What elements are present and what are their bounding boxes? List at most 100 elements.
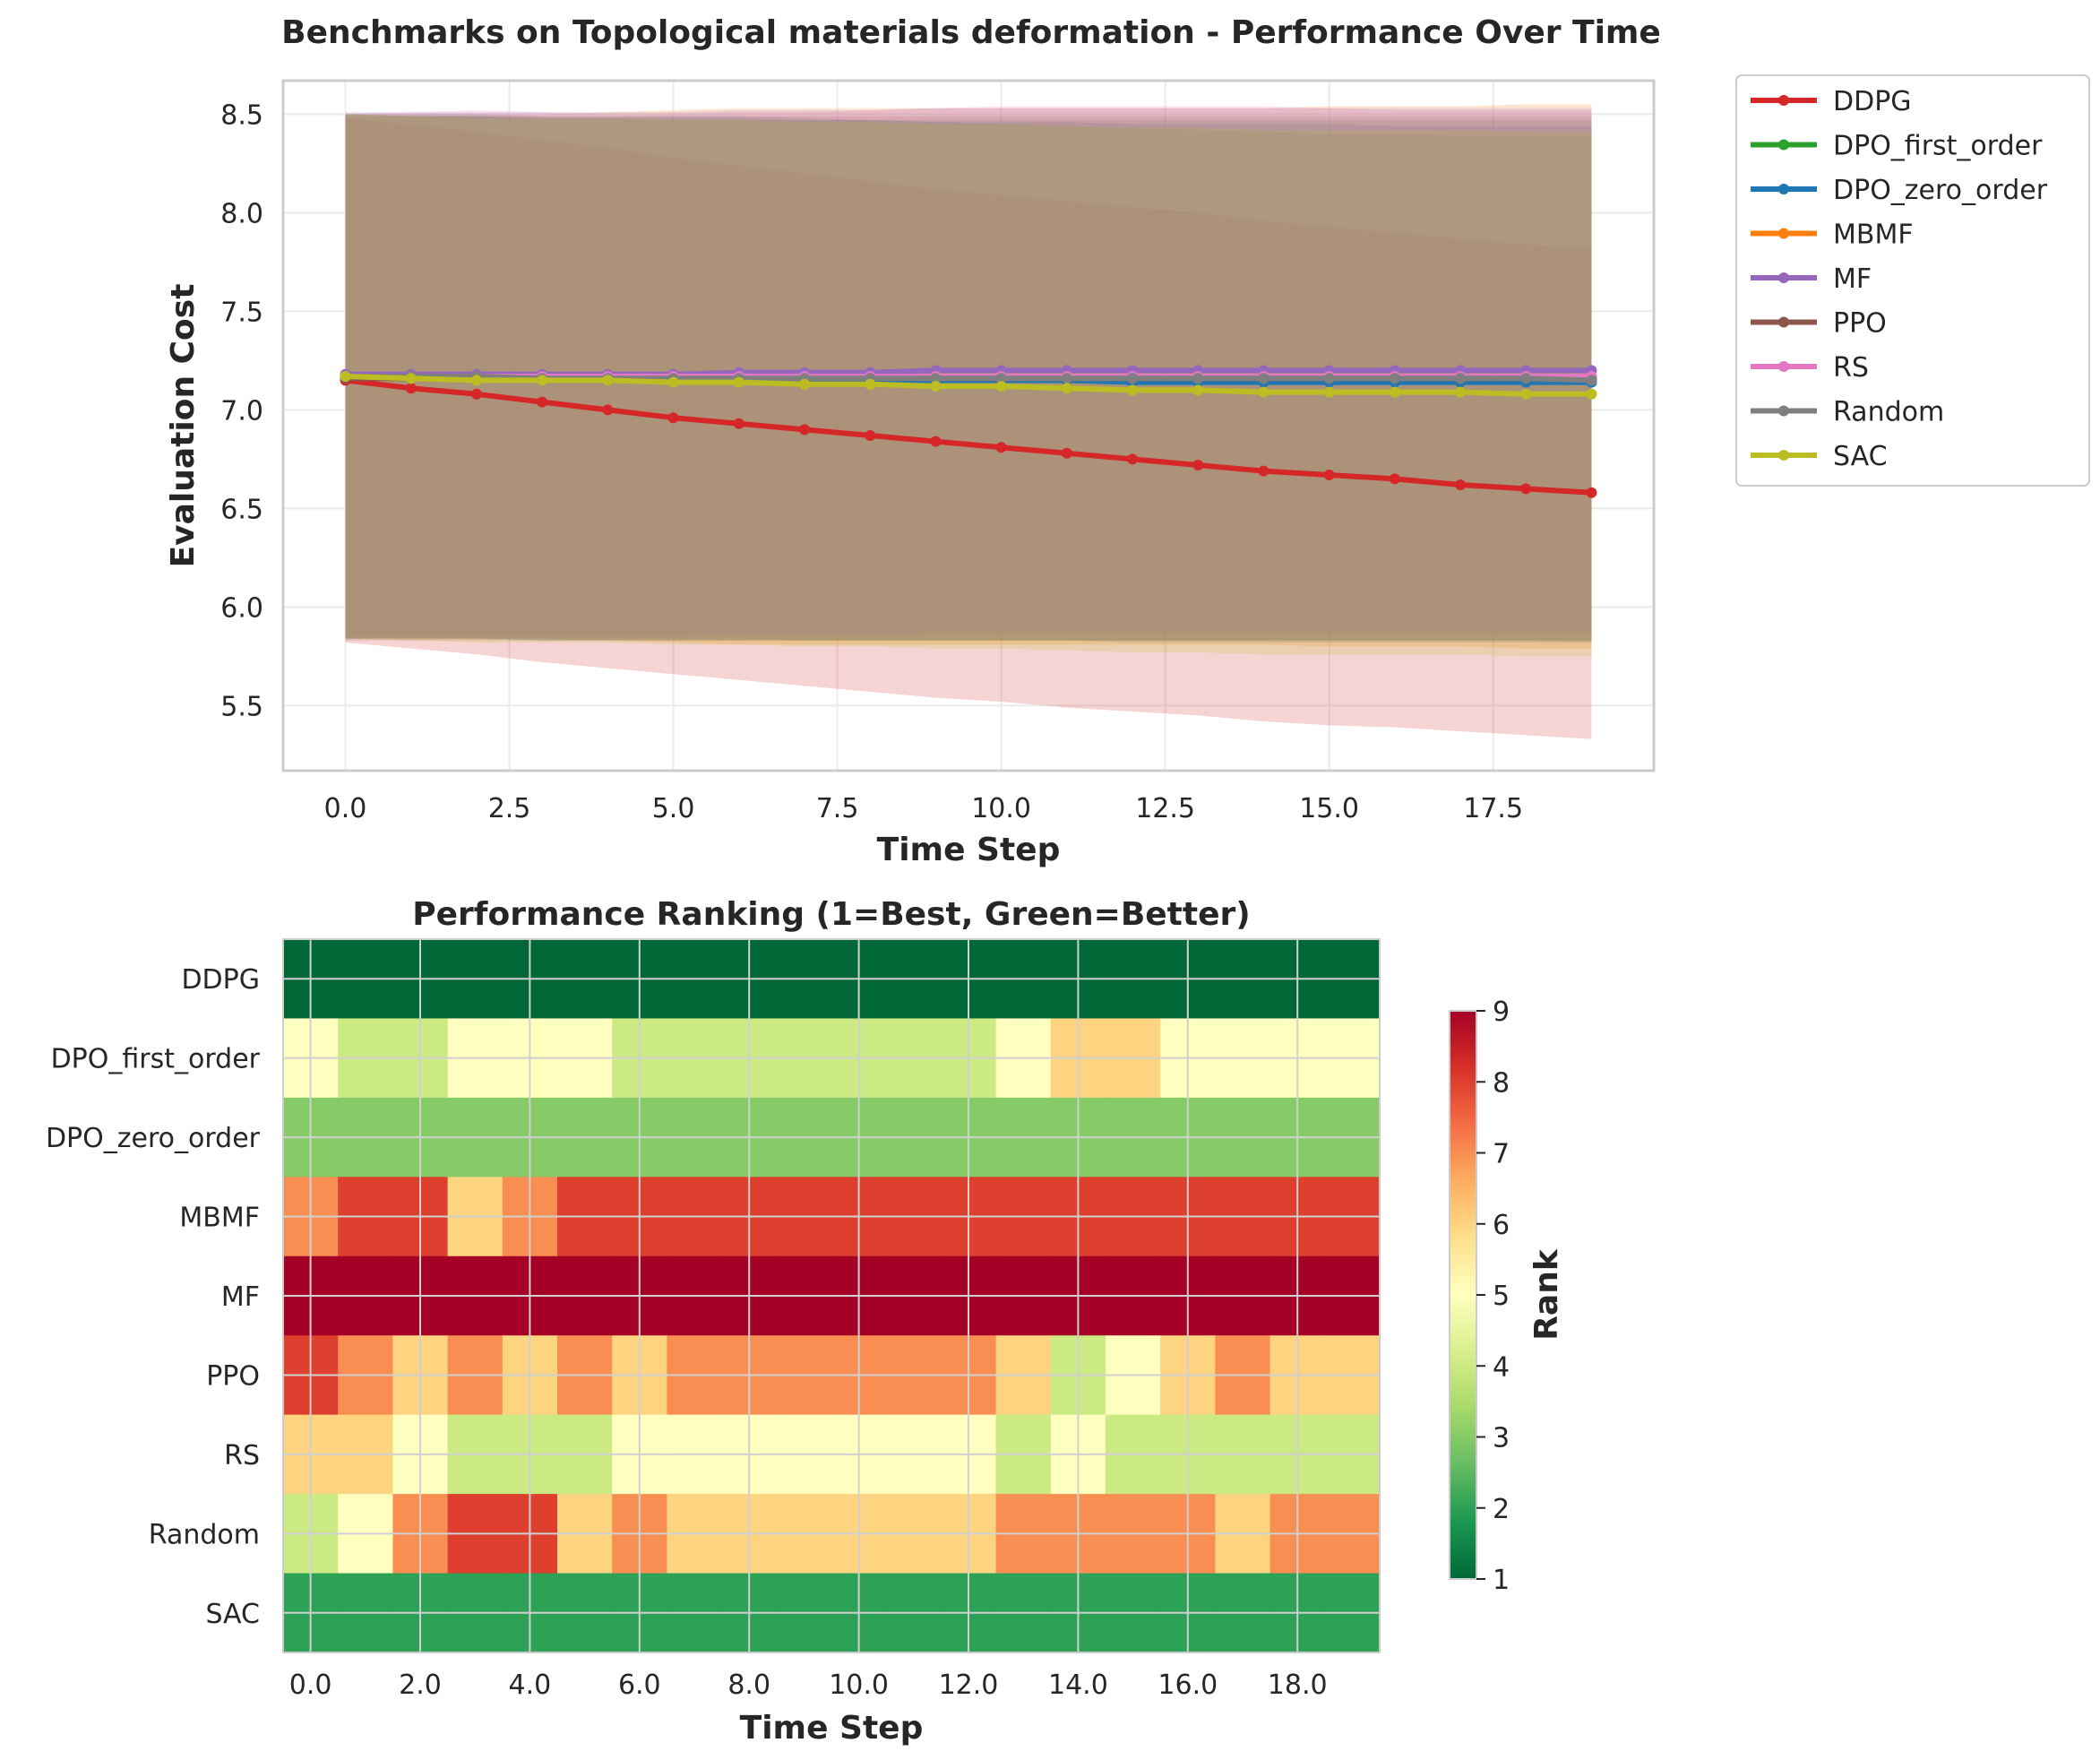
confidence-band-DDPG <box>345 117 1592 739</box>
data-point-DDPG <box>798 424 810 436</box>
heatmap-x-tick-label: 14.0 <box>1048 1669 1108 1701</box>
data-point-SAC <box>1586 388 1597 400</box>
data-point-SAC <box>602 375 614 386</box>
data-point-SAC <box>865 378 876 390</box>
heatmap-frame <box>282 938 1381 1653</box>
legend-marker-SAC <box>1778 450 1789 461</box>
data-point-Random <box>1323 373 1335 384</box>
data-point-SAC <box>537 375 548 386</box>
data-point-Random <box>1455 373 1467 384</box>
heatmap-x-tick-label: 8.0 <box>727 1669 770 1701</box>
data-point-SAC <box>798 378 810 390</box>
data-point-DDPG <box>1520 483 1532 495</box>
y-tick-label: 7.0 <box>220 395 263 427</box>
data-point-SAC <box>1520 388 1532 400</box>
data-point-Random <box>995 373 1007 384</box>
y-tick-label: 6.5 <box>220 494 263 525</box>
y-tick-label: 5.5 <box>220 691 263 722</box>
data-point-SAC <box>470 375 482 386</box>
legend-label-DPO_first_order: DPO_first_order <box>1833 131 2043 162</box>
x-tick-label: 15.0 <box>1299 793 1359 824</box>
heatmap-row-label: Random <box>149 1519 260 1550</box>
colorbar-tick-label: 7 <box>1493 1139 1510 1170</box>
heatmap: Performance Ranking (1=Best, Green=Bette… <box>46 896 1565 1747</box>
legend-marker-PPO <box>1778 316 1789 328</box>
data-point-DDPG <box>1389 473 1400 485</box>
data-point-DDPG <box>1192 460 1204 470</box>
legend-marker-MF <box>1778 272 1789 283</box>
data-point-DDPG <box>995 442 1007 453</box>
data-point-SAC <box>930 381 942 392</box>
heatmap-row-label: DPO_zero_order <box>46 1123 261 1154</box>
legend-marker-RS <box>1778 361 1789 372</box>
heatmap-x-tick-label: 4.0 <box>509 1669 552 1701</box>
x-tick-label: 0.0 <box>324 793 367 824</box>
data-point-DDPG <box>602 404 614 416</box>
data-point-Random <box>1258 373 1269 384</box>
line-chart-plot-area <box>283 81 1654 771</box>
data-point-SAC <box>1455 386 1467 398</box>
colorbar-tick-label: 9 <box>1493 996 1510 1028</box>
colorbar-tick-label: 5 <box>1493 1281 1510 1312</box>
heatmap-row-label: RS <box>224 1440 260 1471</box>
colorbar-tick-label: 8 <box>1493 1067 1510 1099</box>
data-point-Random <box>930 373 942 384</box>
legend-marker-DPO_first_order <box>1778 139 1789 151</box>
colorbar <box>1449 1010 1477 1580</box>
heatmap-x-tick-label: 2.0 <box>399 1669 442 1701</box>
data-point-DDPG <box>1323 470 1335 480</box>
line-chart-y-axis-label: Evaluation Cost <box>165 284 202 568</box>
data-point-DDPG <box>930 436 942 447</box>
data-point-DDPG <box>1258 465 1269 477</box>
data-point-Random <box>1586 375 1597 386</box>
colorbar-tick-label: 1 <box>1493 1565 1510 1596</box>
x-tick-label: 7.5 <box>816 793 859 824</box>
legend: DDPG DPO_first_order DPO_zero_order MBMF MF P… <box>1735 74 2090 487</box>
x-tick-label: 17.5 <box>1463 793 1523 824</box>
legend-label-MF: MF <box>1833 263 1872 295</box>
line-chart: Benchmarks on Topological materials defo… <box>165 14 2090 868</box>
data-point-DDPG <box>1127 453 1139 465</box>
data-point-SAC <box>1389 386 1400 398</box>
data-point-DDPG <box>1455 479 1467 490</box>
legend-label-PPO: PPO <box>1833 308 1887 340</box>
series-line-SAC <box>345 374 1592 397</box>
x-tick-label: 5.0 <box>652 793 695 824</box>
data-point-DDPG <box>405 383 417 394</box>
legend-marker-MBMF <box>1778 228 1789 239</box>
legend-label-DDPG: DDPG <box>1833 86 1912 117</box>
heatmap-x-tick-label: 10.0 <box>829 1669 889 1701</box>
data-point-SAC <box>667 376 679 388</box>
heatmap-row-label: MF <box>221 1281 260 1313</box>
x-tick-label: 2.5 <box>488 793 531 824</box>
data-point-DDPG <box>1586 487 1597 498</box>
heatmap-x-axis-label: Time Step <box>740 1710 924 1747</box>
y-tick-label: 6.0 <box>220 592 263 624</box>
legend-label-MBMF: MBMF <box>1833 220 1914 251</box>
data-point-Random <box>1061 373 1072 384</box>
colorbar-label: Rank <box>1528 1248 1565 1341</box>
colorbar-tick-label: 4 <box>1493 1351 1510 1383</box>
data-point-DDPG <box>1061 447 1072 459</box>
y-tick-label: 7.5 <box>220 297 263 328</box>
data-point-SAC <box>1192 384 1204 396</box>
colorbar-tick-label: 6 <box>1493 1210 1510 1241</box>
legend-frame <box>1735 74 2090 487</box>
data-point-SAC <box>1127 384 1139 396</box>
data-point-Random <box>1192 373 1204 384</box>
heatmap-row-label: MBMF <box>179 1203 260 1234</box>
series-line-DDPG <box>345 377 1592 496</box>
legend-marker-DDPG <box>1778 95 1789 106</box>
data-point-SAC <box>733 376 744 388</box>
colorbar-tick-label: 3 <box>1493 1423 1510 1454</box>
data-point-SAC <box>1061 383 1072 394</box>
data-point-Random <box>1389 373 1400 384</box>
heatmap-x-tick-label: 6.0 <box>618 1669 661 1701</box>
data-point-SAC <box>405 373 417 384</box>
line-chart-frame <box>281 79 1656 772</box>
data-point-SAC <box>995 381 1007 392</box>
data-point-DDPG <box>537 396 548 408</box>
data-point-SAC <box>1258 386 1269 398</box>
heatmap-row-label: DPO_first_order <box>51 1044 261 1075</box>
